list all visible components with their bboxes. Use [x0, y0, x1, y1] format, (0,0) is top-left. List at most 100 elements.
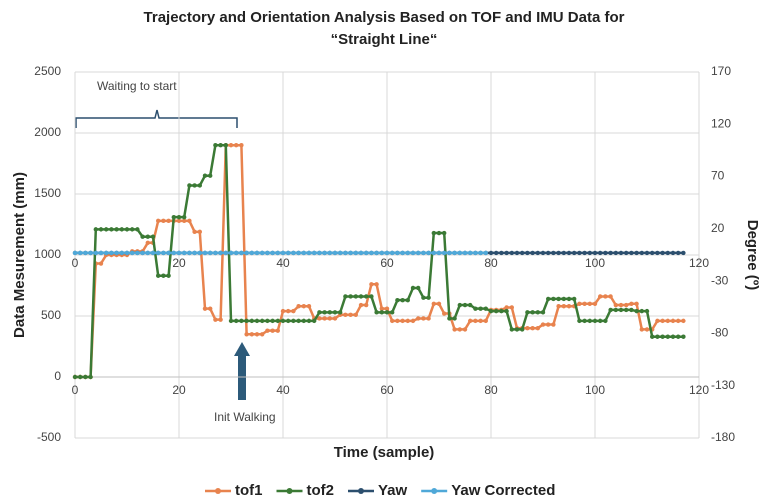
x-tick-label: 80	[484, 383, 498, 397]
point	[301, 318, 306, 324]
point	[88, 374, 93, 380]
point	[182, 250, 187, 256]
point	[358, 294, 364, 299]
point	[447, 316, 452, 321]
legend-label: tof1	[235, 482, 263, 499]
point	[540, 310, 546, 315]
point	[223, 250, 228, 256]
point	[416, 285, 421, 291]
point	[535, 310, 540, 315]
point	[670, 334, 676, 339]
point	[681, 334, 686, 339]
point	[249, 332, 254, 337]
point	[197, 250, 202, 256]
point	[234, 250, 239, 256]
point	[353, 294, 358, 299]
x-axis-label: Time (sample)	[334, 444, 435, 461]
point	[582, 301, 587, 306]
point	[598, 250, 603, 256]
point	[488, 250, 494, 256]
point	[213, 143, 218, 148]
point	[135, 250, 140, 256]
point	[442, 250, 447, 256]
point	[93, 227, 99, 232]
point	[275, 328, 280, 333]
point	[286, 250, 291, 256]
point	[410, 250, 416, 256]
y2-axis-label: Degree (º)	[744, 220, 761, 291]
bracket	[75, 109, 238, 128]
point	[670, 250, 676, 256]
point	[624, 250, 629, 256]
x-tick-label: 60	[380, 383, 394, 397]
point	[145, 234, 150, 239]
point	[130, 250, 135, 256]
point	[478, 318, 483, 324]
point	[244, 332, 249, 337]
point	[213, 317, 218, 322]
point	[109, 250, 114, 256]
point	[556, 296, 561, 302]
series-line	[75, 143, 684, 379]
point	[260, 250, 265, 256]
point	[436, 230, 442, 236]
point	[130, 227, 135, 232]
point	[665, 334, 670, 339]
point	[676, 334, 681, 339]
point	[348, 312, 353, 317]
point	[135, 227, 140, 232]
point	[317, 310, 322, 315]
point	[525, 326, 530, 331]
point	[332, 250, 338, 256]
point	[395, 297, 400, 303]
point	[156, 218, 161, 224]
point	[390, 310, 395, 315]
point	[499, 308, 504, 314]
point	[249, 250, 254, 256]
point	[442, 230, 447, 236]
point	[374, 282, 379, 287]
point	[613, 250, 618, 256]
point	[280, 318, 286, 324]
y-tick-label: 1500	[34, 186, 61, 200]
point	[306, 304, 312, 309]
point	[182, 218, 187, 224]
point	[587, 301, 592, 306]
point	[577, 318, 582, 324]
point	[104, 250, 109, 256]
point	[530, 310, 535, 315]
point	[624, 307, 629, 313]
point	[265, 318, 270, 324]
point	[369, 282, 374, 287]
point	[655, 334, 660, 339]
y-tick-label: 500	[41, 308, 61, 322]
point	[270, 250, 275, 256]
y-tick-label: 2000	[34, 125, 61, 139]
point	[208, 173, 213, 178]
point	[291, 308, 296, 314]
point	[587, 318, 592, 324]
point	[582, 250, 587, 256]
y-tick-label: 2500	[34, 64, 61, 78]
point	[462, 327, 468, 332]
point	[83, 250, 88, 256]
point	[566, 250, 572, 256]
point	[452, 327, 457, 332]
point	[234, 318, 239, 324]
point	[93, 250, 99, 256]
point	[629, 301, 634, 306]
chart-title: “Straight Line“	[331, 31, 438, 48]
point	[551, 250, 556, 256]
y2-tick-label: 170	[711, 64, 731, 78]
point	[239, 318, 244, 324]
point	[410, 318, 416, 324]
point	[592, 250, 598, 256]
point	[468, 318, 473, 324]
point	[369, 250, 374, 256]
point	[275, 250, 280, 256]
point	[431, 301, 436, 306]
point	[327, 310, 332, 315]
point	[494, 308, 499, 314]
point	[306, 250, 312, 256]
point	[249, 318, 254, 324]
